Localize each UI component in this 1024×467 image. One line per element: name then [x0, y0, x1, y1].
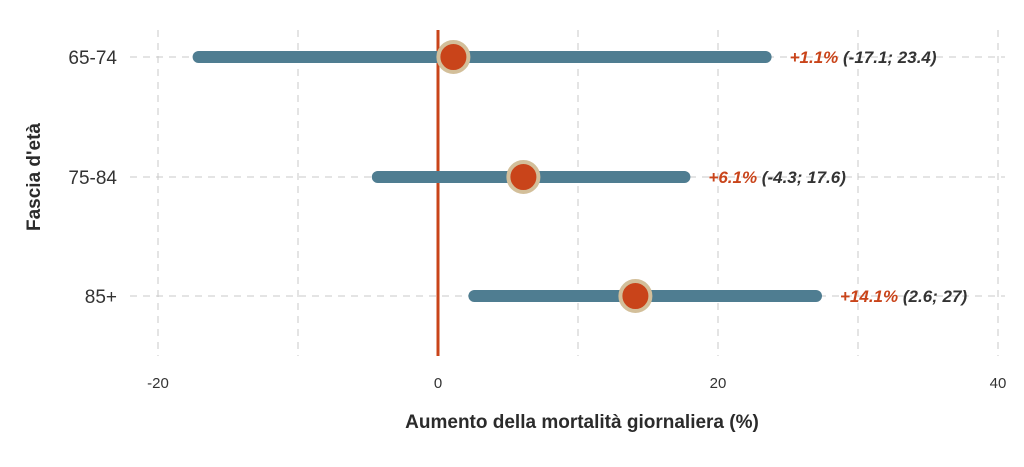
interval-label: (2.6; 27) [898, 287, 967, 306]
data-label: +14.1% (2.6; 27) [840, 287, 967, 306]
point-estimate [506, 160, 541, 194]
data-label: +1.1% (-17.1; 23.4) [790, 48, 937, 67]
data-label: +6.1% (-4.3; 17.6) [708, 168, 846, 187]
x-tick-label: -20 [147, 375, 169, 392]
estimate-label: +14.1% [840, 287, 898, 306]
point-estimate [618, 279, 653, 313]
x-tick-label: 0 [434, 375, 442, 392]
interval-label: (-17.1; 23.4) [838, 48, 937, 67]
point-estimate [436, 40, 471, 74]
interval-label: (-4.3; 17.6) [757, 168, 846, 187]
y-tick-label: 85+ [85, 287, 117, 308]
y-tick-label: 75-84 [68, 168, 117, 189]
x-tick-label: 40 [990, 375, 1007, 392]
gridlines [130, 30, 1005, 356]
y-tick-label: 65-74 [68, 48, 117, 69]
estimate-label: +6.1% [708, 168, 757, 187]
y-axis-title: Fascia d'età [24, 123, 45, 231]
data-marks [192, 40, 822, 313]
estimate-label: +1.1% [790, 48, 839, 67]
tick-labels: -20 0 20 40 65-74 +1.1% (-17.1; 23.4) 75-84 +6.… [68, 48, 1006, 392]
x-axis-title: Aumento della mortalità giornaliera (%) [405, 412, 759, 433]
x-tick-label: 20 [710, 375, 727, 392]
